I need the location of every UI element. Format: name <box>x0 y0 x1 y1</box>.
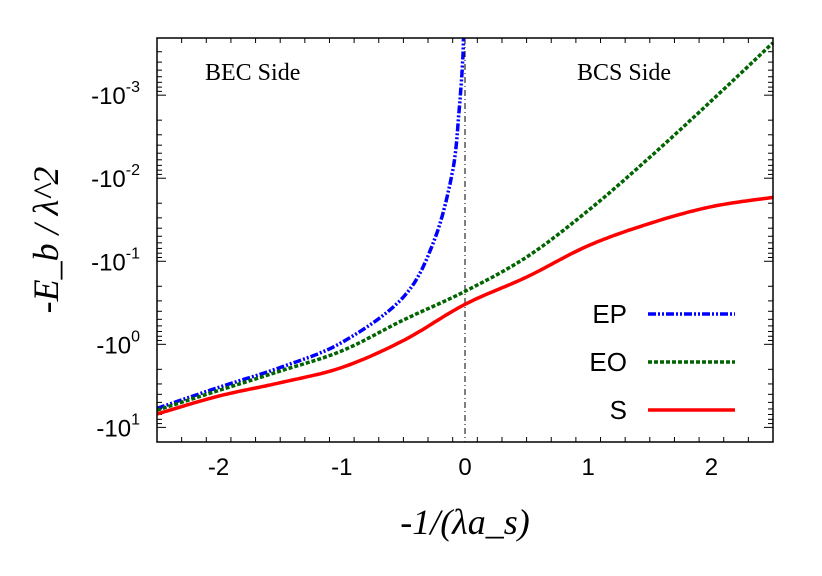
legend: EP EO S <box>589 299 735 425</box>
axis-ticks <box>156 38 774 442</box>
y-tick-base: -10 <box>91 166 126 193</box>
y-axis-label: -E_b / λ^2 <box>26 167 66 314</box>
y-tick-exponent: 0 <box>131 328 140 345</box>
y-tick-exponent: -3 <box>126 79 140 96</box>
y-tick-base: -10 <box>96 332 131 359</box>
series-ep-line <box>156 38 466 410</box>
legend-label-ep: EP <box>592 299 627 329</box>
y-tick-label: -101 <box>96 411 140 442</box>
y-tick-exponent: -2 <box>126 162 140 179</box>
y-tick-base: -10 <box>91 249 126 276</box>
y-tick-label: -10-3 <box>91 79 140 110</box>
plot-frame <box>156 37 774 443</box>
tick-labels: -2 -1 0 1 2-10-3-10-2-10-1-100-101 <box>91 79 718 481</box>
annotation-bec-side: BEC Side <box>205 60 300 86</box>
legend-label-eo: EO <box>589 347 627 377</box>
series-group <box>156 38 775 416</box>
x-tick-label: 2 <box>705 454 718 481</box>
y-tick-base: -10 <box>91 83 126 110</box>
y-tick-label: -10-1 <box>91 245 140 276</box>
x-tick-label: -2 <box>208 454 229 481</box>
y-tick-base: -10 <box>96 415 131 442</box>
x-axis-label: -1/(λa_s) <box>400 502 530 542</box>
x-tick-label: 1 <box>582 454 595 481</box>
legend-label-s: S <box>610 395 627 425</box>
y-tick-exponent: -1 <box>126 245 140 262</box>
x-tick-label: -1 <box>331 454 352 481</box>
y-tick-exponent: 1 <box>131 411 140 428</box>
y-tick-label: -100 <box>96 328 140 359</box>
series-eo-line <box>156 41 775 412</box>
y-tick-label: -10-2 <box>91 162 140 193</box>
x-tick-label: 0 <box>458 454 471 481</box>
series-s-line <box>156 195 774 416</box>
annotation-bcs-side: BCS Side <box>577 60 671 86</box>
